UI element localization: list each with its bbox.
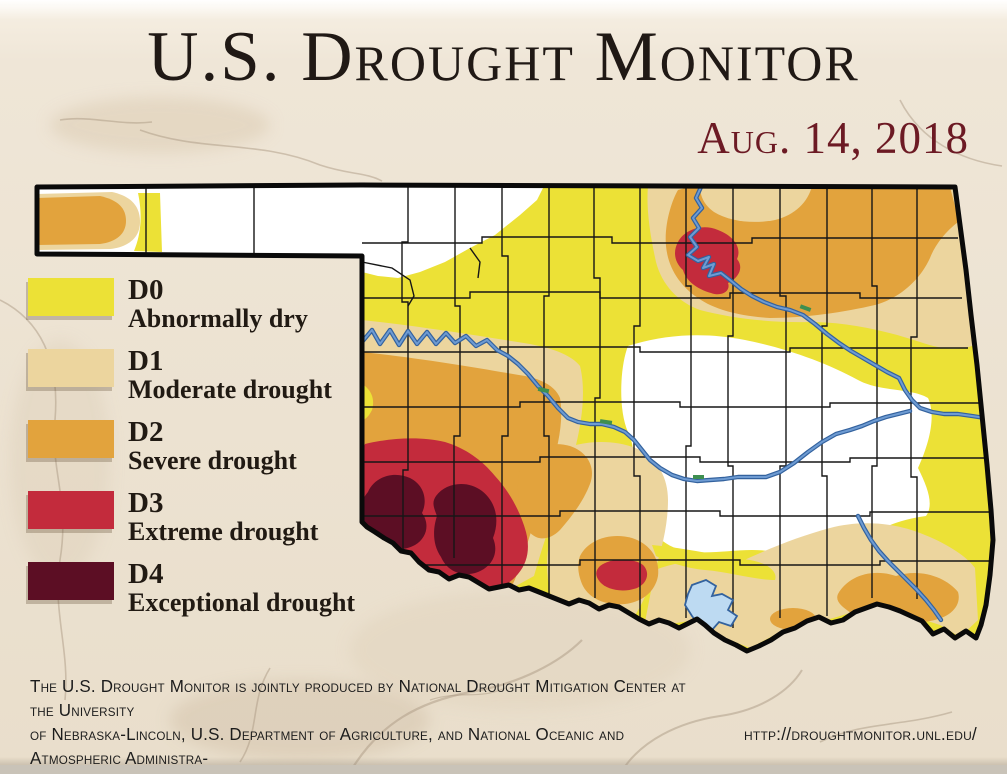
footer-url: http://droughtmonitor.unl.edu/: [744, 724, 977, 744]
county-boundaries: [145, 186, 992, 628]
legend-label: Abnormally dry: [128, 304, 308, 333]
legend-item-d2: D2 Severe drought: [28, 418, 355, 489]
legend-swatch-d1: [28, 349, 114, 387]
footer-credit: The U.S. Drought Monitor is jointly prod…: [30, 674, 709, 774]
bottom-edge-fade: [0, 757, 1007, 765]
footer-line-2: of Nebraska-Lincoln, U.S. Department of …: [30, 724, 625, 768]
legend-label: Severe drought: [128, 446, 297, 475]
footer-line-3: tion. Map courtesy of NDMC-UNL.: [30, 770, 709, 774]
d4-region-southwest-b: [433, 483, 497, 575]
legend-swatch-d0: [28, 278, 114, 316]
d3-region-south-central-dot: [596, 559, 648, 591]
rivers: [359, 185, 988, 623]
legend-item-d4: D4 Exceptional drought: [28, 560, 355, 631]
page-title: U.S. Drought Monitor: [147, 18, 860, 96]
legend-swatch-d4: [28, 562, 114, 600]
d0-tongue-south: [652, 545, 776, 580]
legend-item-d3: D3 Extreme drought: [28, 489, 355, 560]
legend-code: D2: [128, 416, 164, 448]
d2-finger-south-of-west: [517, 444, 592, 539]
no-drought-region-central: [621, 335, 932, 560]
legend-item-d0: D0 Abnormally dry: [28, 276, 355, 347]
legend-code: D4: [128, 558, 164, 590]
legend-swatch-d2: [28, 420, 114, 458]
reservoir-marks: [537, 304, 812, 479]
report-date: Aug. 14, 2018: [697, 113, 969, 163]
legend-swatch-d3: [28, 491, 114, 529]
d2-region-panhandle-west: [37, 196, 126, 245]
d4-region-southwest-a: [362, 474, 427, 550]
d0-pocket-west-border: [362, 384, 374, 420]
legend-code: D1: [128, 345, 164, 377]
legend-label: Extreme drought: [128, 517, 319, 546]
bottom-edge-strip: [0, 765, 1007, 774]
legend-item-d1: D1 Moderate drought: [28, 347, 355, 418]
legend-code: D3: [128, 487, 164, 519]
legend-label: Exceptional drought: [128, 588, 356, 617]
drought-legend: D0 Abnormally dry D1 Moderate drought D2…: [28, 276, 355, 631]
d1-notch-top-northeast: [700, 186, 812, 222]
legend-code: D0: [128, 274, 164, 306]
footer-line-1: The U.S. Drought Monitor is jointly prod…: [30, 676, 686, 720]
legend-label: Moderate drought: [128, 375, 332, 404]
d0-strip-panhandle: [134, 193, 162, 252]
top-edge-fade: [0, 0, 1007, 20]
